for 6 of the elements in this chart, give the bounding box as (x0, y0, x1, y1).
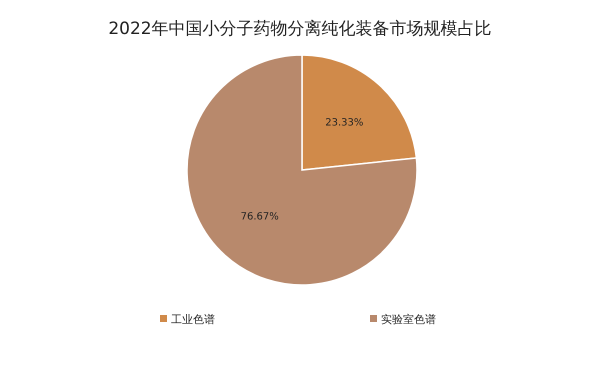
legend-label: 工业色谱 (171, 313, 215, 326)
legend-label: 实验室色谱 (381, 313, 436, 326)
data-label: 76.67% (240, 212, 279, 223)
pie-slice (186, 54, 418, 286)
chart-title: 2022年中国小分子药物分离纯化装备市场规模占比 (108, 19, 492, 39)
data-label: 23.33% (325, 118, 364, 129)
